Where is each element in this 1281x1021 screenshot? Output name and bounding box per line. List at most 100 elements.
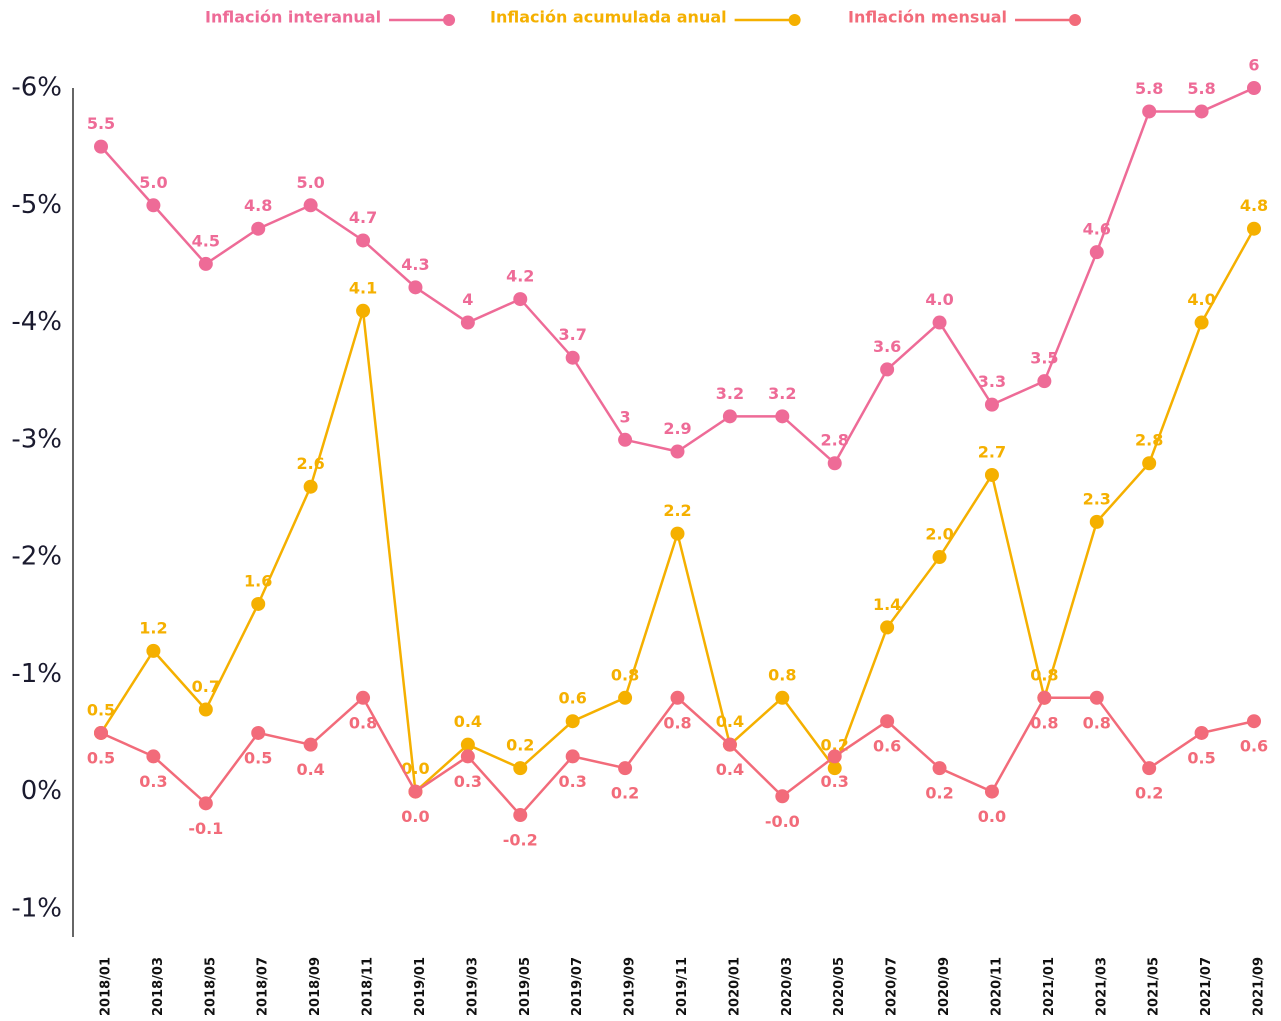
data-point <box>513 808 528 823</box>
data-point <box>356 303 371 318</box>
data-label: 0.0 <box>401 759 429 778</box>
y-tick-label: -3% <box>11 424 62 454</box>
data-point <box>1142 761 1157 776</box>
data-label: 0.3 <box>821 772 849 791</box>
data-label: 0.8 <box>349 713 377 732</box>
data-label: 2.0 <box>925 525 953 544</box>
data-label: 4.3 <box>401 255 429 274</box>
data-point <box>880 362 895 377</box>
data-point <box>932 550 947 565</box>
data-label: 0.4 <box>454 712 482 731</box>
y-tick-label: -1% <box>11 893 62 923</box>
data-label: 1.4 <box>873 595 901 614</box>
data-label: -0.2 <box>503 831 538 850</box>
data-point <box>1247 81 1261 95</box>
data-point <box>1089 245 1104 260</box>
y-tick-label: -2% <box>11 542 62 572</box>
data-label: 0.8 <box>768 665 796 684</box>
data-label: 3.2 <box>768 384 796 403</box>
data-point <box>303 479 318 494</box>
data-point <box>827 456 842 471</box>
x-tick-label: 2018/05 <box>203 957 218 1016</box>
data-label: 0.5 <box>87 748 115 767</box>
data-point <box>198 702 213 717</box>
data-point <box>1194 725 1209 740</box>
data-point <box>827 761 842 776</box>
data-label: 4.8 <box>1240 196 1268 215</box>
y-tick-label: 0% <box>21 776 62 806</box>
x-tick-label: 2021/01 <box>1042 957 1057 1016</box>
data-point <box>356 690 371 705</box>
data-label: 4.2 <box>506 267 534 286</box>
data-point <box>1247 714 1261 729</box>
legend-dot <box>443 14 456 26</box>
data-point <box>198 256 213 271</box>
x-tick-label: 2018/09 <box>308 957 323 1016</box>
data-point <box>775 409 790 424</box>
data-point <box>146 749 161 764</box>
data-label: 4.0 <box>1187 290 1215 309</box>
data-point <box>513 292 528 307</box>
legend-dot <box>788 14 801 26</box>
data-label: 0.2 <box>611 784 639 803</box>
data-label: 0.4 <box>296 760 324 779</box>
x-tick-label: 2019/05 <box>518 957 533 1016</box>
data-point <box>460 315 475 330</box>
data-label: 3.2 <box>716 384 744 403</box>
data-point <box>880 620 895 635</box>
data-label: 1.6 <box>244 571 272 590</box>
data-point <box>460 737 475 752</box>
data-label: 0.0 <box>401 807 429 826</box>
x-tick-label: 2021/03 <box>1094 957 1109 1016</box>
data-point <box>618 690 633 705</box>
data-label: 3.6 <box>873 337 901 356</box>
data-point <box>1037 690 1052 705</box>
data-label: 0.2 <box>506 736 534 755</box>
data-point <box>932 761 947 776</box>
data-point <box>1142 456 1157 471</box>
x-tick-label: 2020/07 <box>885 957 900 1016</box>
data-point <box>932 315 947 330</box>
data-point <box>1037 374 1052 389</box>
data-label: 4.5 <box>192 231 220 250</box>
data-point <box>565 350 580 365</box>
data-point <box>146 198 161 213</box>
data-label: 2.3 <box>1083 489 1111 508</box>
x-tick-label: 2018/07 <box>256 957 271 1016</box>
data-point <box>303 737 318 752</box>
data-label: 0.2 <box>1135 784 1163 803</box>
data-label: 0.4 <box>716 760 744 779</box>
data-point <box>722 409 737 424</box>
data-point <box>356 233 371 248</box>
data-label: 0.4 <box>716 712 744 731</box>
x-tick-label: 2021/09 <box>1252 957 1267 1016</box>
data-label: 0.8 <box>611 665 639 684</box>
data-point <box>251 596 266 611</box>
data-point <box>408 784 423 799</box>
data-point <box>94 139 108 154</box>
data-label: 4.0 <box>925 290 953 309</box>
data-point <box>1194 315 1209 330</box>
data-point <box>565 749 580 764</box>
data-point <box>880 714 895 729</box>
x-tick-label: 2020/09 <box>937 957 952 1016</box>
x-tick-label: 2019/09 <box>623 957 638 1016</box>
data-label: 0.2 <box>925 784 953 803</box>
data-point <box>722 737 737 752</box>
x-tick-label: 2021/07 <box>1199 957 1214 1016</box>
data-label: 3 <box>620 407 631 426</box>
series-line <box>100 86 1255 466</box>
data-label: 5.0 <box>139 173 167 192</box>
data-point <box>565 714 580 729</box>
data-point <box>984 784 999 799</box>
data-point <box>1247 221 1261 236</box>
data-label: 2.6 <box>296 454 324 473</box>
data-point <box>251 725 266 740</box>
data-label: 2.8 <box>1135 431 1163 450</box>
x-tick-label: 2018/11 <box>361 957 376 1016</box>
data-point <box>670 444 685 459</box>
data-label: 4.6 <box>1083 220 1111 239</box>
y-tick-label: -4% <box>11 307 62 337</box>
data-label: 4.8 <box>244 196 272 215</box>
